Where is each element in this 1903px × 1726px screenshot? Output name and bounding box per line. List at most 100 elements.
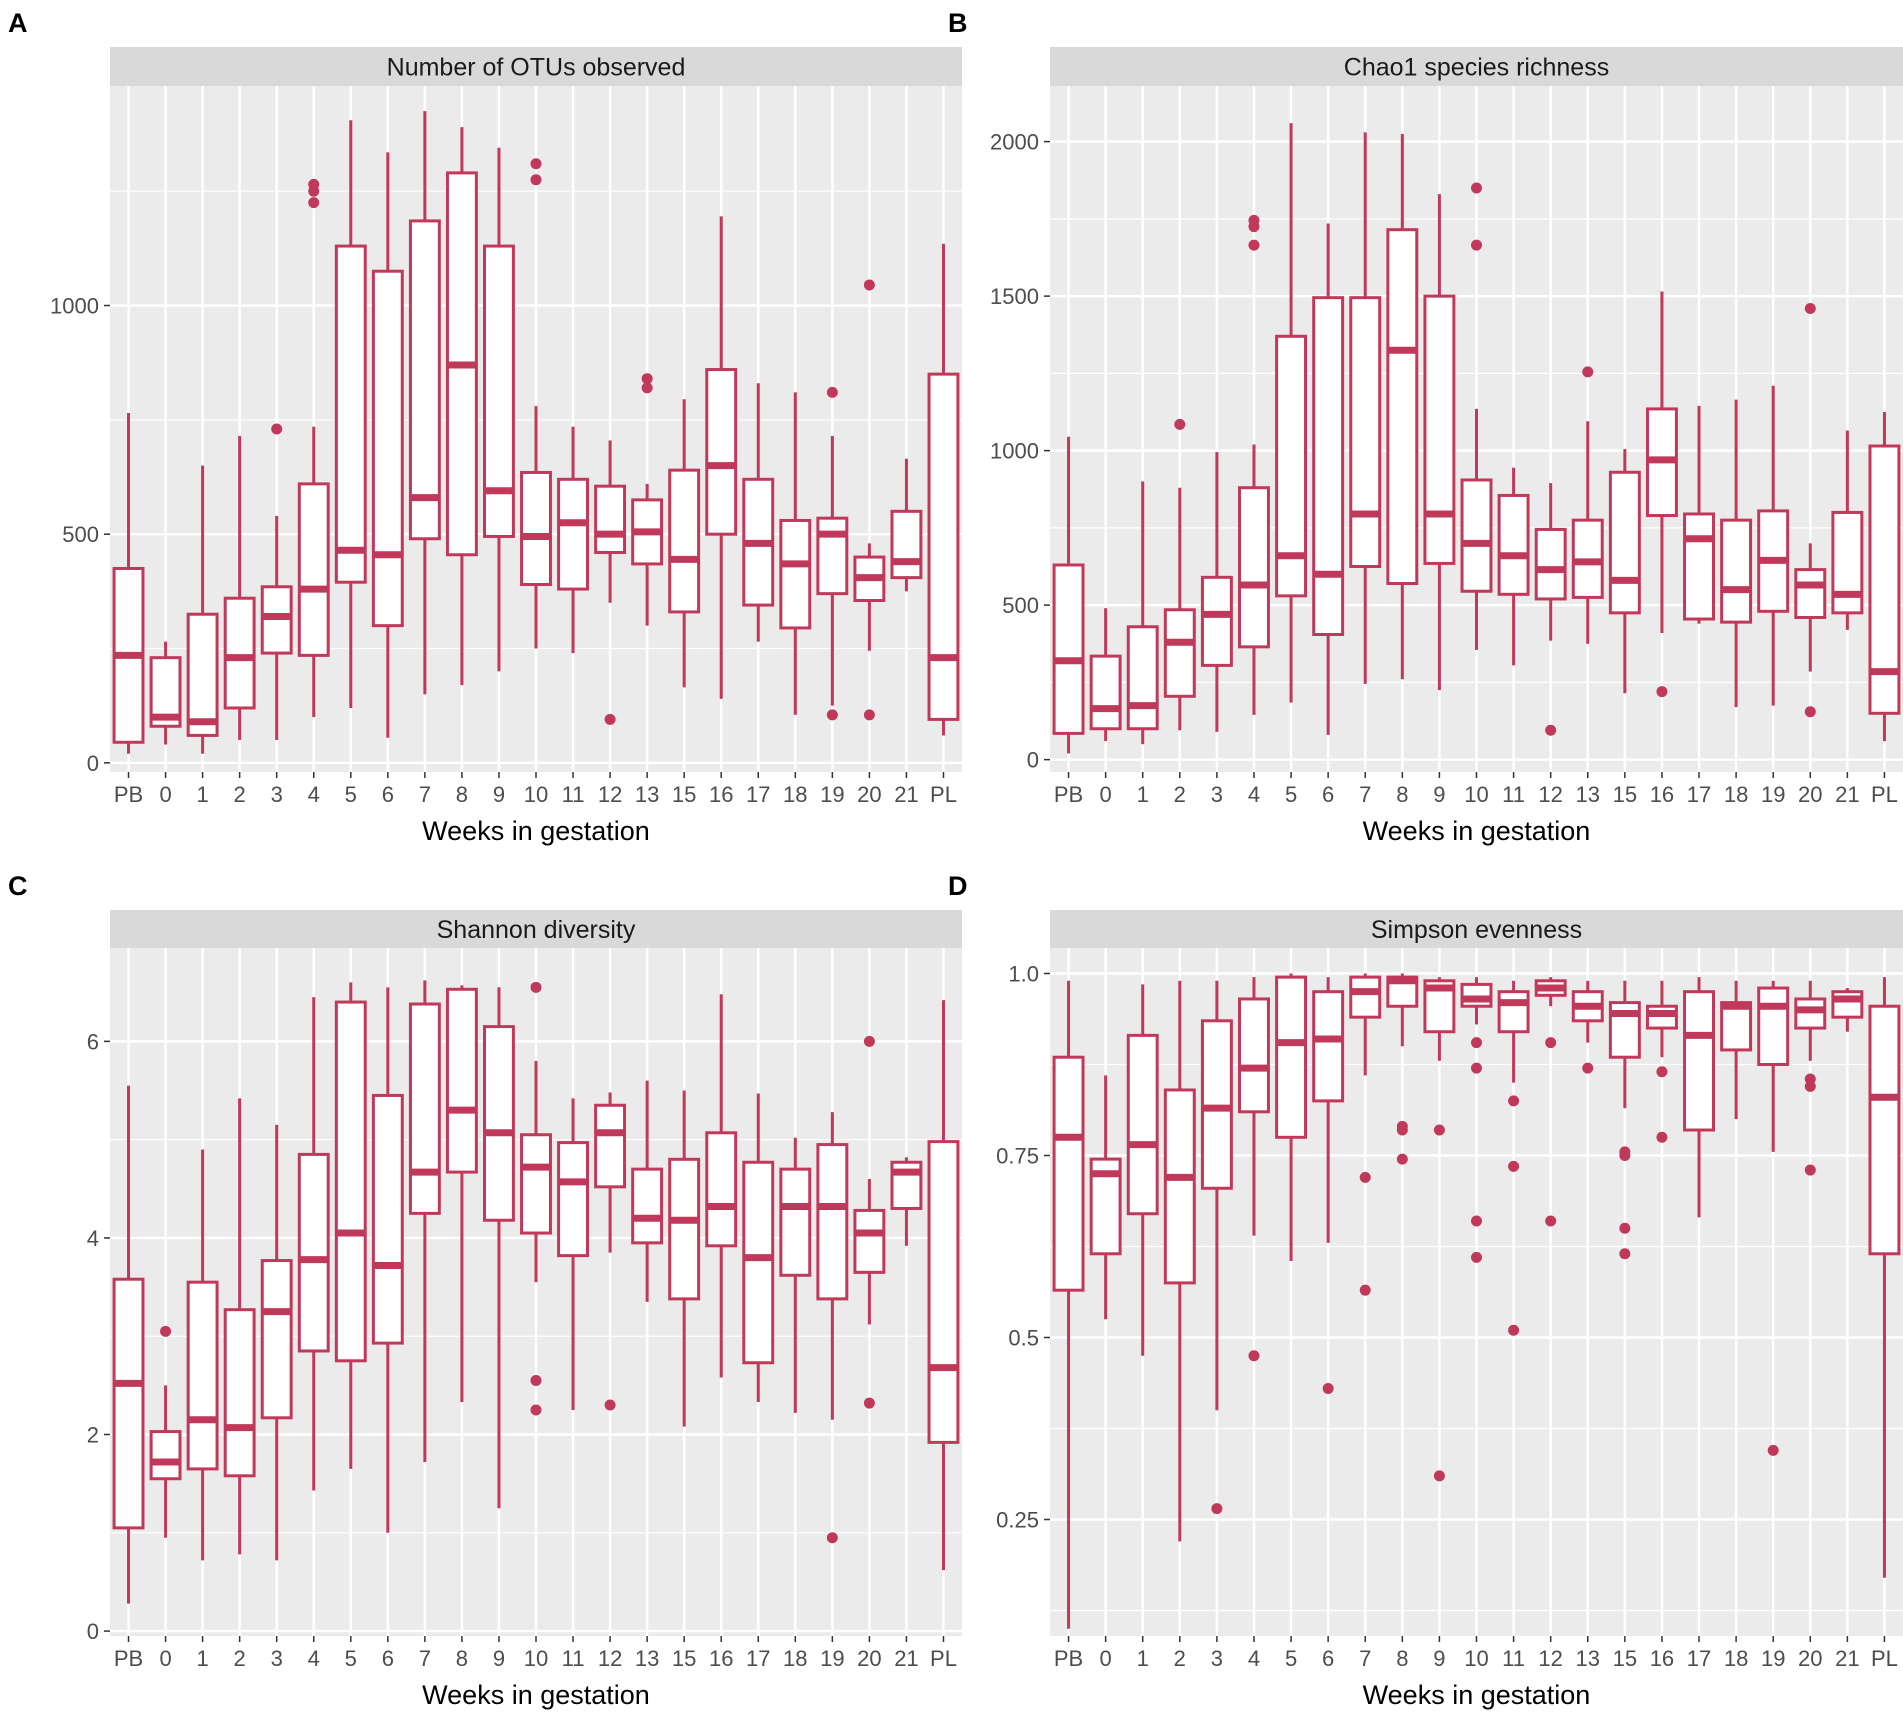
outlier-point <box>1545 724 1557 736</box>
x-tick-label: PB <box>114 782 143 807</box>
outlier-point <box>641 382 653 394</box>
outlier-point <box>1471 1037 1482 1049</box>
y-tick-label: 1000 <box>990 439 1039 464</box>
box-10 <box>520 981 552 1416</box>
outlier-point <box>271 423 283 435</box>
box-iqr <box>520 1133 552 1235</box>
outlier-point <box>1508 1324 1520 1336</box>
x-axis-title: Weeks in gestation <box>422 816 650 846</box>
box-19 <box>816 386 849 721</box>
outlier-point <box>530 158 542 170</box>
y-tick-label: 1.0 <box>1008 961 1039 986</box>
panel-letter: C <box>8 871 28 901</box>
outlier-point <box>826 709 838 721</box>
box-19 <box>1757 980 1790 1456</box>
x-tick-label: 8 <box>1396 1646 1408 1671</box>
box-iqr <box>1720 1001 1753 1052</box>
facet-strip <box>110 910 962 948</box>
box-17 <box>1683 977 1715 1218</box>
box-iqr <box>1312 296 1345 636</box>
box-1 <box>186 465 219 754</box>
box-iqr <box>705 368 738 536</box>
x-tick-label: 9 <box>1433 1646 1445 1671</box>
box-iqr <box>408 219 441 541</box>
box-iqr <box>594 1103 627 1189</box>
box-iqr <box>705 1131 738 1248</box>
box-iqr <box>594 484 627 554</box>
outlier-point <box>308 178 320 190</box>
x-tick-label: 16 <box>709 1646 733 1671</box>
outlier-point <box>530 1374 542 1386</box>
box-8 <box>1386 133 1419 680</box>
box-iqr <box>1200 575 1233 667</box>
box-iqr <box>297 1152 330 1353</box>
outlier-point <box>1582 366 1594 378</box>
box-iqr <box>520 470 552 586</box>
x-tick-label: 1 <box>196 782 208 807</box>
box-6 <box>1312 977 1345 1394</box>
outlier-point <box>160 1325 172 1337</box>
outlier-point <box>826 386 838 398</box>
box-18 <box>779 1137 812 1413</box>
outlier-point <box>1582 1062 1594 1074</box>
x-tick-label: 1 <box>1137 1646 1149 1671</box>
box-13 <box>1571 366 1604 644</box>
box-iqr <box>816 516 849 596</box>
box-3 <box>260 1124 293 1561</box>
outlier-point <box>1619 1248 1631 1260</box>
box-iqr <box>112 1277 145 1530</box>
box-iqr <box>1163 608 1196 698</box>
x-tick-label: 2 <box>1174 1646 1186 1671</box>
box-iqr <box>557 477 589 591</box>
box-21 <box>1831 430 1864 630</box>
x-tick-label: 19 <box>820 1646 844 1671</box>
x-tick-label: 6 <box>1322 1646 1334 1671</box>
box-3 <box>260 423 293 740</box>
box-20 <box>853 1035 886 1409</box>
box-15 <box>1608 449 1641 694</box>
box-iqr <box>853 1208 886 1274</box>
box-iqr <box>1497 990 1530 1034</box>
box-15 <box>668 1090 701 1427</box>
x-tick-label: 13 <box>1576 1646 1600 1671</box>
x-tick-label: 2 <box>234 782 246 807</box>
outlier-point <box>1471 182 1482 194</box>
box-iqr <box>742 1160 775 1365</box>
box-7 <box>1349 132 1382 684</box>
box-11 <box>557 1098 589 1410</box>
box-4 <box>297 997 330 1491</box>
outlier-point <box>1471 1251 1482 1263</box>
outlier-point <box>1248 239 1260 251</box>
x-tick-label: 4 <box>1248 1646 1260 1671</box>
box-iqr <box>927 1140 960 1444</box>
box-iqr <box>186 612 219 737</box>
x-tick-label: 10 <box>524 1646 548 1671</box>
x-tick-label: 21 <box>894 1646 918 1671</box>
box-iqr <box>927 372 960 721</box>
box-6 <box>1312 223 1345 735</box>
box-0 <box>1089 1075 1122 1320</box>
x-tick-label: 7 <box>1359 1646 1371 1671</box>
box-iqr <box>1608 470 1641 615</box>
x-tick-label: 3 <box>271 782 283 807</box>
box-18 <box>1720 399 1753 708</box>
x-tick-label: 18 <box>783 782 807 807</box>
box-9 <box>483 147 515 672</box>
box-7 <box>408 980 441 1463</box>
box-20 <box>1794 302 1827 718</box>
box-13 <box>631 373 664 626</box>
x-tick-label: 10 <box>524 782 548 807</box>
x-tick-label: 0 <box>1100 1646 1112 1671</box>
box-6 <box>371 152 404 738</box>
outlier-point <box>1471 1062 1482 1074</box>
chart-title: Chao1 species richness <box>1344 54 1609 82</box>
box-18 <box>779 392 812 715</box>
facet-strip <box>1050 910 1903 948</box>
box-5 <box>334 982 367 1469</box>
box-13 <box>1571 980 1604 1074</box>
x-tick-label: 21 <box>1835 782 1859 807</box>
box-iqr <box>1349 296 1382 569</box>
panel-letter: A <box>8 8 28 38</box>
x-tick-label: 4 <box>1248 782 1260 807</box>
